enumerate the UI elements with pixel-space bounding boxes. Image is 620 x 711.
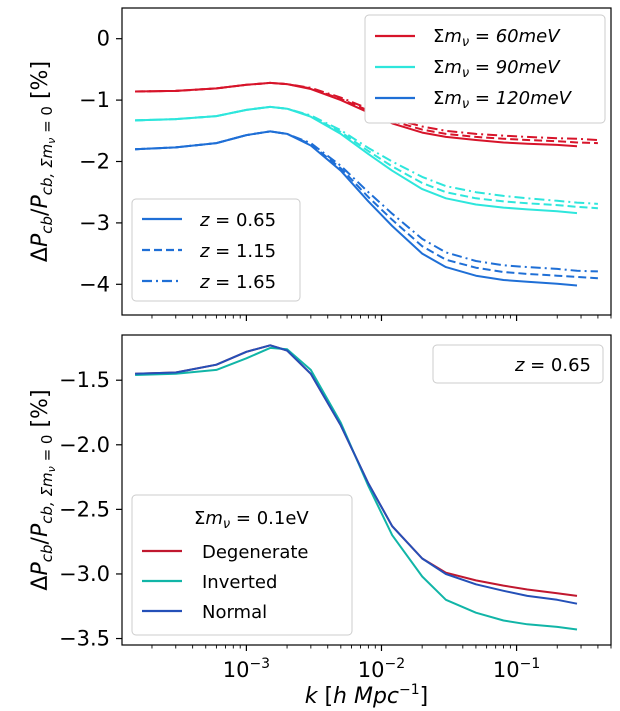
series-line-1-3 (135, 81, 598, 141)
legend-label: Σmν = 120meV (433, 88, 573, 112)
annotation-frame (432, 344, 604, 384)
top-panel: 0 −1 −2 −3 −4 ΔPcb/Pcb, Σmν = 0 [%] Σmν = 60… (28, 7, 612, 321)
redshift-annotation: z = 0.65 (432, 344, 604, 384)
legend-label: Σmν = 90meV (433, 57, 561, 81)
legend-label: Degenerate (202, 542, 308, 563)
series-line-1-6 (135, 105, 598, 205)
y-tick-label: −2 (79, 150, 110, 174)
series-line-2-2 (135, 346, 578, 631)
y-tick-label: −3.5 (59, 627, 110, 651)
x-tick-label: 10−1 (493, 656, 540, 682)
y-tick-label: −3 (79, 211, 110, 235)
legend-label: z = 1.65 (199, 272, 276, 293)
y-tick-label: −3.0 (59, 562, 110, 586)
legend-label: z = 1.15 (199, 241, 276, 262)
bottom-y-axis-label: ΔPcb/Pcb, Σmν = 0 [%] (28, 389, 58, 590)
series-line-1-8 (135, 130, 598, 280)
annotation-text: z = 0.65 (514, 355, 591, 376)
bottom-panel-frame (121, 334, 612, 646)
y-tick-label: −4 (79, 272, 110, 296)
series-line-1-5 (135, 105, 598, 210)
top-y-axis-label: ΔPcb/Pcb, Σmν = 0 [%] (28, 61, 58, 262)
top-redshift-legend: z = 0.65 z = 1.15 z = 1.65 (131, 198, 301, 302)
y-tick-label: −1.5 (59, 368, 110, 392)
x-tick-label: 10−3 (223, 656, 270, 682)
y-tick-label: −2.5 (59, 497, 110, 521)
y-tick-label: 0 (97, 27, 110, 51)
legend-label: Inverted (202, 572, 277, 593)
hierarchy-legend: Σmν = 0.1eV Degenerate Inverted Normal (131, 494, 353, 636)
top-mass-legend: Σmν = 60meV Σmν = 90meV Σmν = 120meV (364, 14, 606, 124)
legend-label: Normal (202, 602, 267, 623)
legend-label: Σmν = 60meV (433, 26, 561, 50)
legend-label: z = 0.65 (199, 210, 276, 231)
y-tick-label: −2.0 (59, 433, 110, 457)
legend-title: Σmν = 0.1eV (194, 508, 309, 532)
legend-frame (131, 494, 353, 636)
bottom-panel: −1.5 −2.0 −2.5 −3.0 −3.5 10−3 10−2 10−1 ΔPcb/Pc… (28, 334, 612, 709)
series-line-2-3 (135, 344, 578, 605)
top-panel-frame (121, 7, 612, 316)
y-tick-label: −1 (79, 88, 110, 112)
x-axis-label: k [h Mpc−1] (305, 682, 429, 709)
legend-frame (364, 14, 606, 124)
series-line-1-9 (135, 130, 598, 273)
x-tick-label: 10−2 (358, 656, 405, 682)
legend-frame (131, 198, 301, 302)
